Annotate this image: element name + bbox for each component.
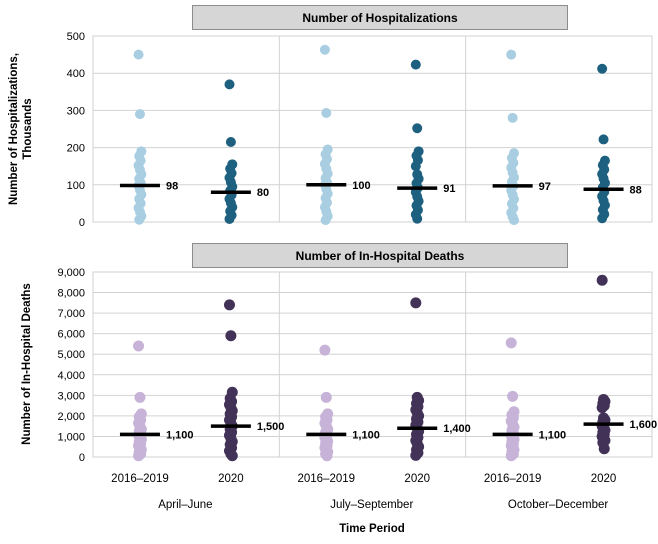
y-tick-label: 100 <box>67 180 85 192</box>
y-tick-label: 6,000 <box>57 329 85 341</box>
data-point <box>225 330 237 342</box>
y-tick-label: 4,000 <box>57 370 85 382</box>
median-label: 1,100 <box>539 429 567 441</box>
y-tick-label: 200 <box>67 143 85 155</box>
y-tick-label: 9,000 <box>57 267 85 279</box>
data-point <box>321 450 333 462</box>
x-category-label: 2016–2019 <box>484 473 542 485</box>
data-point <box>133 49 144 60</box>
x-group-label: April–June <box>158 499 212 511</box>
data-point <box>319 344 331 356</box>
data-point <box>133 340 145 352</box>
data-point <box>134 109 145 120</box>
median-label: 1,500 <box>257 421 285 433</box>
x-axis-title: Time Period <box>339 523 405 535</box>
data-point <box>505 450 517 462</box>
median-label: 100 <box>352 180 370 192</box>
data-point <box>319 44 330 55</box>
data-point <box>223 299 235 311</box>
x-category-label: 2020 <box>404 473 430 485</box>
median-label: 97 <box>539 181 551 193</box>
data-point <box>598 443 610 455</box>
data-point <box>224 214 235 225</box>
y-tick-label: 1,000 <box>57 431 85 443</box>
panel-title-hospitalizations: Number of Hospitalizations <box>192 5 568 30</box>
y-tick-label: 7,000 <box>57 308 85 320</box>
data-point <box>598 134 609 145</box>
median-label: 98 <box>166 181 178 193</box>
data-point <box>225 137 236 148</box>
data-point <box>507 112 518 123</box>
y-tick-label: 400 <box>67 68 85 80</box>
y-tick-label: 5,000 <box>57 349 85 361</box>
data-point <box>410 59 421 70</box>
y-tick-label: 300 <box>67 105 85 117</box>
data-point <box>412 123 423 134</box>
data-point <box>505 337 517 349</box>
panel-title-deaths: Number of In-Hospital Deaths <box>192 243 568 268</box>
x-category-label: 2016–2019 <box>298 473 356 485</box>
data-point <box>321 108 332 119</box>
x-group-label: July–September <box>330 499 413 511</box>
data-point <box>410 297 422 309</box>
median-label: 1,100 <box>166 429 194 441</box>
data-point <box>509 215 520 226</box>
y-tick-label: 3,000 <box>57 390 85 402</box>
panel-border <box>92 271 653 458</box>
data-point <box>134 214 145 225</box>
data-point <box>226 450 238 462</box>
data-point <box>320 391 332 403</box>
x-category-label: 2016–2019 <box>111 473 169 485</box>
median-label: 1,400 <box>443 423 471 435</box>
data-point <box>507 390 519 402</box>
data-point <box>596 274 608 286</box>
median-label: 1,100 <box>352 429 380 441</box>
y-tick-label: 0 <box>79 452 85 464</box>
median-label: 88 <box>630 184 642 196</box>
data-point <box>410 449 422 461</box>
panel-border <box>92 35 653 223</box>
y-tick-label: 8,000 <box>57 288 85 300</box>
data-point <box>320 215 331 226</box>
median-label: 1,600 <box>630 419 658 431</box>
data-point <box>224 79 235 90</box>
data-point <box>597 63 608 74</box>
data-point <box>133 450 145 462</box>
data-point <box>410 161 421 172</box>
median-label: 91 <box>443 183 455 195</box>
y-tick-label: 500 <box>67 31 85 43</box>
x-group-label: October–December <box>508 499 609 511</box>
data-point <box>134 391 146 403</box>
x-category-label: 2020 <box>591 473 617 485</box>
data-point <box>412 213 423 224</box>
data-point <box>596 402 608 414</box>
data-point <box>506 49 517 60</box>
median-label: 80 <box>257 187 269 199</box>
data-point <box>597 213 608 224</box>
y-tick-label: 0 <box>79 217 85 229</box>
x-category-label: 2020 <box>218 473 244 485</box>
y-tick-label: 2,000 <box>57 411 85 423</box>
